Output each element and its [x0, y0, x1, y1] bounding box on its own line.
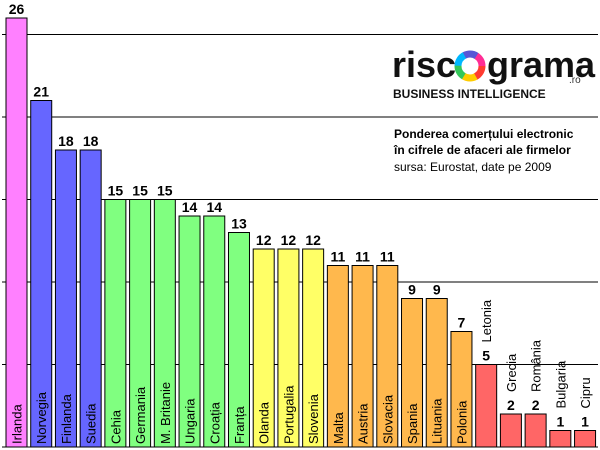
- value-label: 11: [330, 249, 345, 265]
- value-label: 14: [182, 199, 198, 215]
- value-label: 15: [132, 183, 148, 199]
- bar: [450, 331, 473, 448]
- category-label: Germania: [133, 386, 148, 444]
- value-label: 18: [83, 133, 99, 149]
- value-label: 5: [482, 348, 490, 364]
- value-label: 26: [9, 1, 25, 17]
- category-label: Ungaria: [183, 398, 198, 444]
- logo-ring-icon: [454, 50, 486, 82]
- bar: [277, 248, 300, 448]
- chart-note: Ponderea comerțului electronic în cifrel…: [393, 127, 574, 174]
- value-label: 18: [58, 133, 74, 149]
- bar: [54, 149, 77, 448]
- bar: [326, 265, 349, 448]
- bar: [79, 149, 102, 448]
- value-label: 2: [507, 397, 515, 413]
- bar: [475, 364, 498, 448]
- value-label: 14: [206, 199, 222, 215]
- bar: [499, 413, 522, 448]
- bar: [549, 430, 572, 448]
- category-label: Spania: [405, 403, 420, 444]
- category-label: România: [529, 339, 544, 392]
- category-label: Franța: [232, 406, 247, 444]
- note-line-2: în cifrele de afaceri ale firmelor: [393, 143, 571, 157]
- bar: [5, 17, 28, 448]
- value-label: 1: [556, 414, 564, 430]
- value-label: 9: [408, 282, 416, 298]
- bar: [401, 298, 424, 448]
- bar: [351, 265, 374, 448]
- value-label: 12: [256, 232, 272, 248]
- value-label: 15: [108, 183, 124, 199]
- category-label: Polonia: [454, 400, 469, 444]
- bar: [524, 413, 547, 448]
- bar: [30, 100, 53, 448]
- category-label: Bulgaria: [553, 360, 568, 408]
- value-label: 21: [33, 84, 49, 100]
- bar: [302, 248, 325, 448]
- bars: [5, 17, 597, 448]
- data-labels: 26Irlanda21Norvegia18Finlanda18Suedia15C…: [9, 1, 593, 444]
- note-source: sursa: Eurostat, date pe 2009: [394, 160, 552, 174]
- category-label: Croația: [207, 401, 222, 444]
- value-label: 7: [458, 315, 466, 331]
- category-label: Norvegia: [34, 391, 49, 444]
- note-line-1: Ponderea comerțului electronic: [394, 127, 574, 141]
- category-label: Portugalia: [281, 385, 296, 444]
- bar: [178, 215, 201, 448]
- category-label: Suedia: [84, 403, 99, 444]
- bar: [376, 265, 399, 448]
- category-label: Grecia: [504, 353, 519, 392]
- value-label: 11: [380, 249, 395, 265]
- value-label: 12: [281, 232, 297, 248]
- bar: [203, 215, 226, 448]
- brand-name-left: risc: [392, 44, 456, 85]
- bar: [129, 199, 152, 448]
- value-label: 9: [433, 282, 441, 298]
- category-label: Olanda: [257, 401, 272, 444]
- bar: [574, 430, 597, 448]
- category-label: Slovenia: [306, 393, 321, 444]
- value-label: 1: [581, 414, 589, 430]
- category-label: Austria: [356, 403, 371, 444]
- value-label: 12: [305, 232, 321, 248]
- bar: [227, 232, 250, 448]
- brand-tld: .ro: [569, 75, 581, 86]
- category-label: Lituania: [430, 398, 445, 444]
- value-label: 11: [355, 249, 370, 265]
- category-label: M. Britanie: [158, 382, 173, 444]
- bar: [153, 199, 176, 448]
- category-label: Slovacia: [380, 394, 395, 444]
- bar: [425, 298, 448, 448]
- bar: [104, 199, 127, 448]
- category-label: Malta: [331, 411, 346, 444]
- category-label: Irlanda: [10, 403, 25, 444]
- value-label: 2: [532, 397, 540, 413]
- value-label: 15: [157, 183, 173, 199]
- brand-tagline: BUSINESS INTELLIGENCE: [393, 87, 546, 101]
- bar: [252, 248, 275, 448]
- category-label: Cehia: [108, 409, 123, 444]
- category-label: Letonia: [479, 299, 494, 342]
- value-label: 13: [231, 216, 247, 232]
- category-label: Cipru: [578, 377, 593, 408]
- brand-logo: risc grama .ro BUSINESS INTELLIGENCE: [392, 44, 596, 101]
- category-label: Finlanda: [59, 393, 74, 444]
- brand-name-right: grama: [487, 44, 596, 85]
